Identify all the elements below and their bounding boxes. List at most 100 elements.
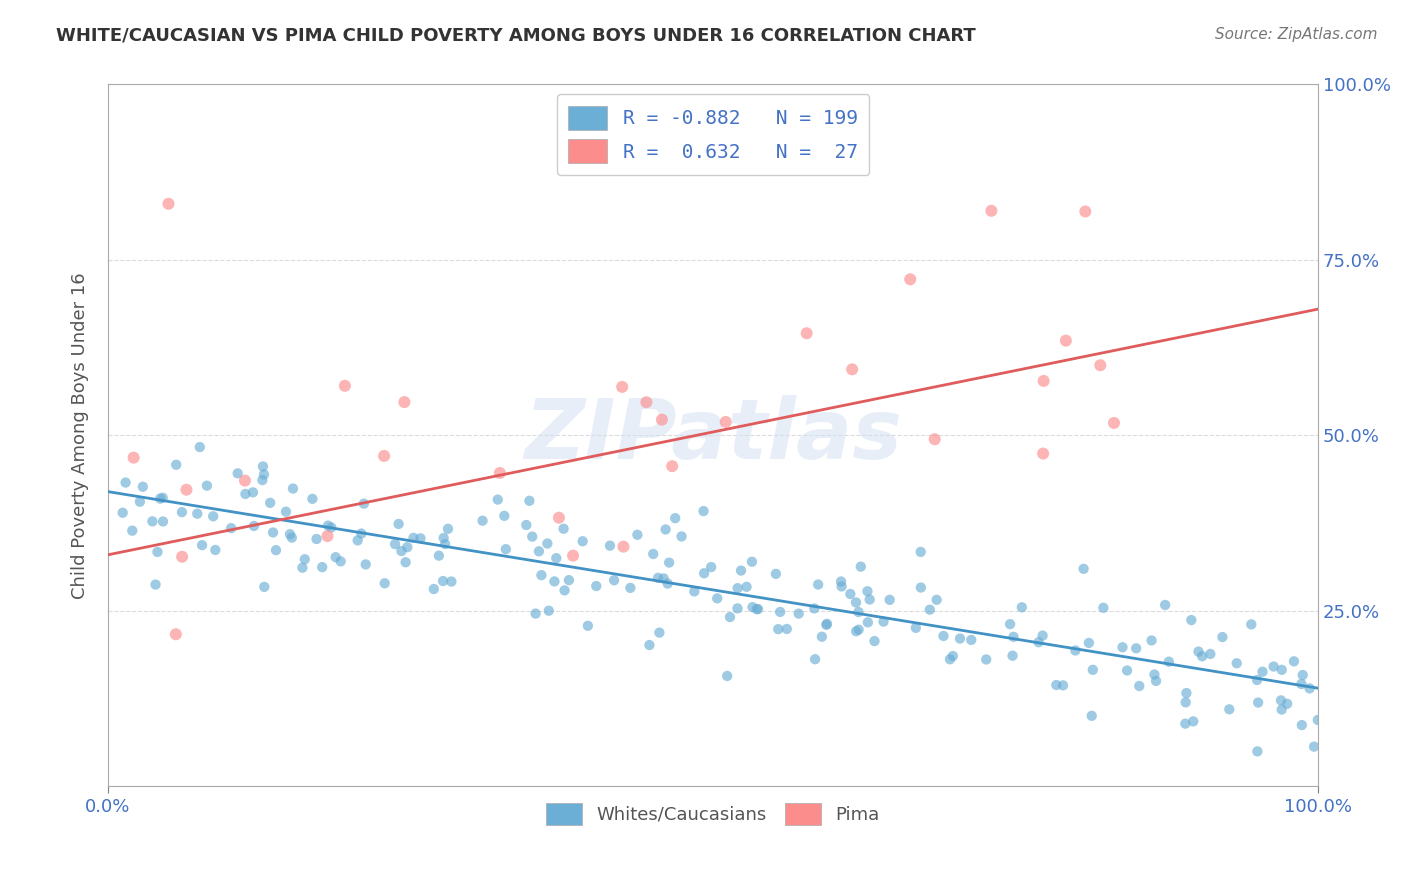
Point — [1247, 696, 1270, 710]
Point — [700, 560, 723, 574]
Point — [486, 492, 509, 507]
Point — [585, 579, 607, 593]
Point — [522, 530, 544, 544]
Point — [437, 522, 460, 536]
Point — [918, 602, 941, 616]
Point — [716, 669, 738, 683]
Point — [664, 511, 686, 525]
Point — [527, 544, 550, 558]
Point — [165, 458, 187, 472]
Point — [553, 522, 575, 536]
Point — [924, 432, 946, 446]
Point — [974, 652, 997, 666]
Point — [1292, 668, 1315, 682]
Point — [191, 538, 214, 552]
Point — [226, 467, 249, 481]
Point — [1032, 374, 1054, 388]
Point — [1090, 358, 1112, 372]
Point — [730, 564, 752, 578]
Text: ZIPatlas: ZIPatlas — [524, 395, 903, 476]
Point — [603, 574, 626, 588]
Point — [1001, 648, 1024, 663]
Point — [402, 531, 425, 545]
Point — [1002, 630, 1025, 644]
Point — [765, 566, 787, 581]
Point — [1157, 655, 1180, 669]
Point — [252, 459, 274, 474]
Point — [1144, 673, 1167, 688]
Point — [960, 632, 983, 647]
Point — [612, 540, 634, 554]
Point — [803, 601, 825, 615]
Point — [980, 203, 1002, 218]
Point — [942, 648, 965, 663]
Point — [1271, 663, 1294, 677]
Point — [353, 497, 375, 511]
Point — [149, 491, 172, 506]
Point — [291, 560, 314, 574]
Point — [1032, 446, 1054, 460]
Point — [741, 555, 763, 569]
Point — [262, 525, 284, 540]
Point — [1140, 633, 1163, 648]
Point — [278, 527, 301, 541]
Point — [1064, 643, 1087, 657]
Point — [1226, 657, 1249, 671]
Point — [651, 412, 673, 426]
Point — [747, 602, 769, 616]
Point — [434, 537, 457, 551]
Point — [141, 514, 163, 528]
Point — [301, 491, 323, 506]
Point — [145, 577, 167, 591]
Point — [1270, 693, 1292, 707]
Point — [1191, 649, 1213, 664]
Point — [693, 566, 716, 581]
Point — [558, 573, 581, 587]
Point — [471, 514, 494, 528]
Point — [562, 549, 585, 563]
Point — [727, 581, 749, 595]
Point — [242, 485, 264, 500]
Point — [619, 581, 641, 595]
Point — [114, 475, 136, 490]
Point — [910, 545, 932, 559]
Point — [1175, 686, 1198, 700]
Point — [354, 558, 377, 572]
Point — [494, 508, 516, 523]
Point — [925, 592, 948, 607]
Point — [1282, 654, 1305, 668]
Point — [1143, 667, 1166, 681]
Point — [233, 474, 256, 488]
Point — [243, 519, 266, 533]
Point — [427, 549, 450, 563]
Point — [170, 505, 193, 519]
Point — [768, 622, 790, 636]
Point — [1073, 562, 1095, 576]
Point — [1080, 708, 1102, 723]
Point — [530, 568, 553, 582]
Point — [848, 605, 870, 619]
Y-axis label: Child Poverty Among Boys Under 16: Child Poverty Among Boys Under 16 — [72, 272, 89, 599]
Point — [554, 583, 576, 598]
Legend: Whites/Caucasians, Pima: Whites/Caucasians, Pima — [537, 794, 889, 834]
Point — [294, 552, 316, 566]
Point — [195, 479, 218, 493]
Point — [536, 536, 558, 550]
Point — [692, 504, 714, 518]
Point — [1116, 664, 1139, 678]
Point — [1174, 695, 1197, 709]
Point — [718, 610, 741, 624]
Point — [395, 555, 418, 569]
Point — [489, 466, 512, 480]
Point — [654, 523, 676, 537]
Point — [657, 576, 679, 591]
Point — [374, 576, 396, 591]
Point — [122, 450, 145, 465]
Point — [432, 574, 454, 588]
Point — [188, 440, 211, 454]
Point — [815, 618, 838, 632]
Point — [910, 581, 932, 595]
Point — [745, 602, 768, 616]
Point — [281, 531, 304, 545]
Point — [841, 362, 863, 376]
